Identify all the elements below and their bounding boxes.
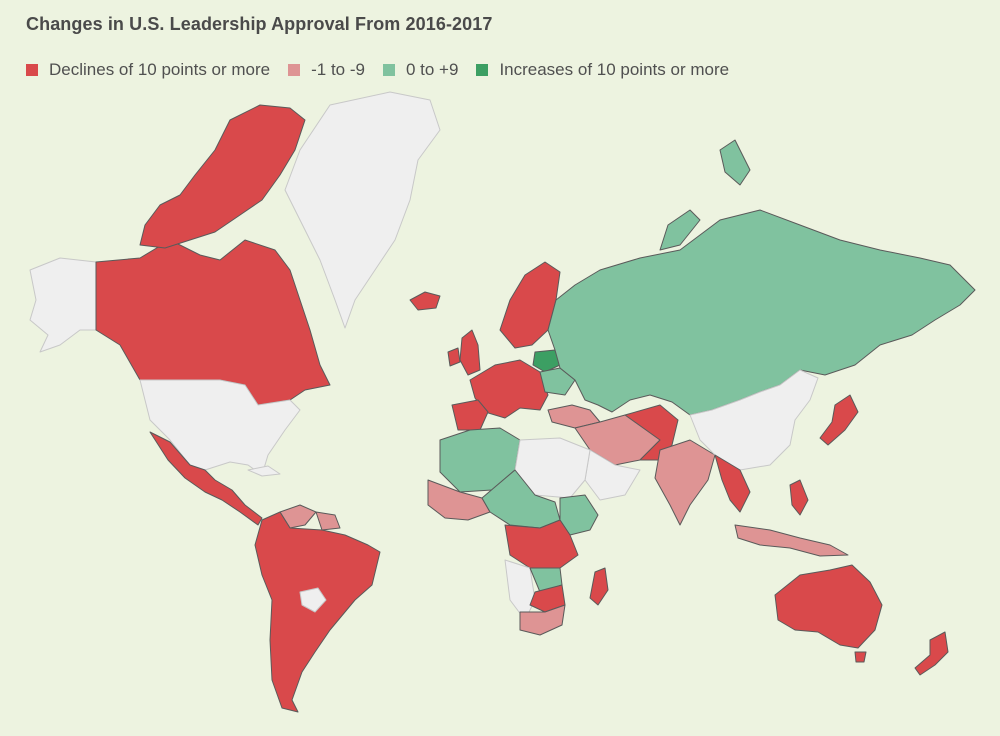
japan[interactable] [819, 394, 859, 446]
legend-label-major-increase: Increases of 10 points or more [499, 60, 730, 79]
new-zealand[interactable] [914, 631, 949, 676]
west-africa[interactable] [427, 479, 491, 521]
madagascar[interactable] [589, 567, 609, 606]
legend-item-major-increase: Increases of 10 points or more [476, 60, 729, 80]
belarus[interactable] [532, 349, 561, 373]
cuba[interactable] [247, 465, 281, 477]
scandinavia[interactable] [499, 261, 561, 349]
greenland[interactable] [284, 91, 441, 329]
ukraine[interactable] [539, 367, 576, 396]
severnaya-zemlya[interactable] [719, 139, 751, 186]
legend-item-major-decline: Declines of 10 points or more [26, 60, 270, 80]
canada-arctic-islands[interactable] [139, 104, 306, 249]
legend-swatch-major-increase [476, 64, 489, 76]
south-africa[interactable] [519, 604, 566, 636]
southeast-asia[interactable] [714, 454, 751, 513]
iceland[interactable] [409, 291, 441, 311]
legend-label-minor-decline: -1 to -9 [311, 60, 365, 79]
indonesia[interactable] [734, 524, 849, 557]
map-title: Changes in U.S. Leadership Approval From… [26, 14, 493, 34]
legend-swatch-major-decline [26, 64, 38, 76]
united-kingdom[interactable] [459, 329, 481, 376]
russia[interactable] [547, 209, 976, 416]
legend-swatch-minor-increase [382, 64, 395, 76]
iberia[interactable] [451, 399, 489, 431]
mexico-central-america[interactable] [149, 431, 263, 526]
guyana-suriname[interactable] [315, 511, 341, 531]
tasmania[interactable] [854, 651, 867, 663]
angola-namibia[interactable] [504, 559, 536, 621]
philippines[interactable] [789, 479, 809, 516]
congo-region[interactable] [504, 519, 579, 569]
legend: Declines of 10 points or more -1 to -9 0… [26, 60, 747, 80]
australia[interactable] [774, 564, 883, 649]
legend-item-minor-decline: -1 to -9 [288, 60, 365, 80]
ireland[interactable] [447, 347, 461, 367]
india[interactable] [654, 439, 716, 526]
legend-item-minor-increase: 0 to +9 [382, 60, 459, 80]
legend-label-minor-increase: 0 to +9 [405, 60, 459, 79]
south-america[interactable] [254, 511, 381, 713]
united-states[interactable] [139, 379, 301, 476]
novaya-zemlya[interactable] [659, 209, 701, 251]
legend-swatch-minor-decline [288, 64, 301, 76]
bolivia[interactable] [299, 587, 327, 613]
legend-label-major-decline: Declines of 10 points or more [49, 60, 271, 79]
alaska[interactable] [29, 257, 97, 353]
